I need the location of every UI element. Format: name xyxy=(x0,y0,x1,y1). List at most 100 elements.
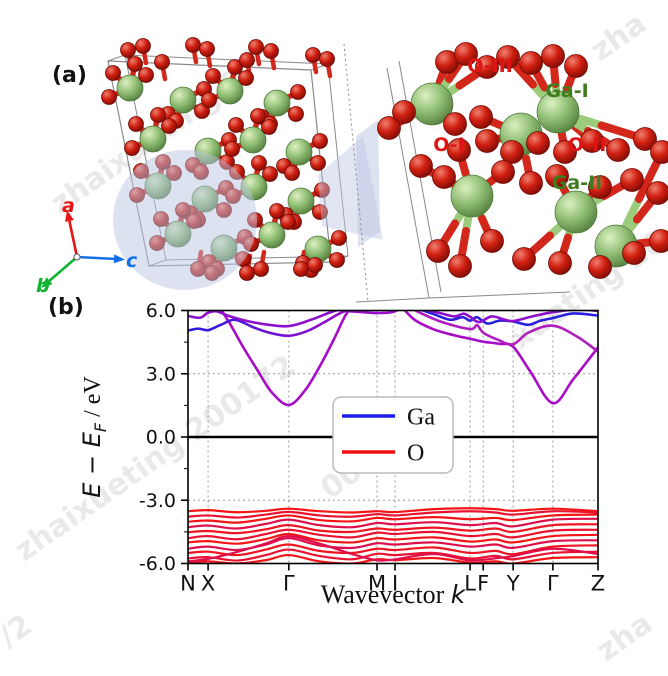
o-atom xyxy=(443,112,467,136)
valence-band xyxy=(188,517,598,530)
y-tick-label: -6.0 xyxy=(139,553,176,575)
o-atom xyxy=(161,118,177,134)
o-atom xyxy=(199,41,215,57)
o-atom xyxy=(588,175,612,199)
o-atom xyxy=(500,140,524,164)
x-tick-label: F xyxy=(477,572,489,596)
o-atom xyxy=(120,42,136,58)
o-atom xyxy=(269,203,285,219)
ga-atom xyxy=(287,187,315,215)
cell-edge-line xyxy=(343,43,369,303)
o-atom xyxy=(426,239,450,263)
right-atoms xyxy=(377,42,668,279)
valence-band xyxy=(188,523,598,535)
o-atom xyxy=(580,129,604,153)
o-atom xyxy=(331,230,347,246)
o-atom xyxy=(432,165,456,189)
conduction-band xyxy=(219,310,351,407)
o-atom xyxy=(185,37,201,53)
o-atom xyxy=(205,68,221,84)
o-atom xyxy=(263,43,279,59)
atom-label-o-iii: O-III xyxy=(467,55,513,77)
x-tick-label: Y xyxy=(506,572,520,596)
o-atom xyxy=(261,119,277,135)
o-atom xyxy=(564,54,588,78)
x-tick-label: Γ xyxy=(547,572,559,596)
valence-band xyxy=(188,534,598,563)
watermark-text: zha xyxy=(585,6,653,69)
o-atom xyxy=(284,165,300,181)
o-atom xyxy=(646,181,668,205)
o-atom xyxy=(290,84,306,100)
o-atom xyxy=(224,141,240,157)
o-atom xyxy=(545,164,569,188)
o-atom xyxy=(548,251,572,275)
o-atom xyxy=(101,89,117,105)
o-atom xyxy=(127,56,143,72)
y-axis-title: E − EF / eV xyxy=(78,376,110,498)
atom-label-ga-i: Ga-I xyxy=(545,80,588,102)
o-atom xyxy=(519,51,543,75)
highlight-slab xyxy=(356,120,380,247)
o-atom xyxy=(250,108,266,124)
conduction-band xyxy=(419,310,598,327)
ga-atom xyxy=(258,221,286,249)
cell-edge-line xyxy=(428,291,571,299)
axis-c-arrow xyxy=(76,255,117,261)
plot-legend: Ga O xyxy=(332,396,454,474)
axis-origin-dot xyxy=(73,253,81,261)
highlight-circle xyxy=(113,150,257,290)
legend-label-o: O xyxy=(407,440,424,466)
o-atom xyxy=(475,55,499,79)
o-atom xyxy=(310,155,326,171)
o-atom xyxy=(154,54,170,70)
panel-a-label: (a) xyxy=(52,63,87,88)
o-atom xyxy=(288,106,304,122)
x-tick-label: M xyxy=(368,572,386,596)
o-atom xyxy=(228,117,244,133)
ga-atom xyxy=(116,74,144,102)
panel-b-band-structure: (b) 6.0 3.0 0.0 -3.0 -6.0N X Γ M I L F Y Γ Z Ga O Wave… xyxy=(48,295,605,609)
x-tick-label: Z xyxy=(591,572,605,596)
ga-atom xyxy=(216,77,244,105)
o-atom xyxy=(128,116,144,132)
valence-band xyxy=(188,510,598,519)
legend-box xyxy=(332,396,454,474)
axis-c-arrowhead xyxy=(113,254,125,264)
valence-band xyxy=(188,532,598,545)
o-atom xyxy=(606,138,630,162)
o-atom xyxy=(319,51,335,67)
plot-axes: 6.0 3.0 0.0 -3.0 -6.0N X Γ M I L F Y Γ Z xyxy=(139,300,605,595)
watermark-text: /2 xyxy=(0,608,39,655)
y-tick-label: 6.0 xyxy=(146,300,176,322)
cell-edge-line xyxy=(355,297,430,303)
o-atom xyxy=(512,247,536,271)
axis-b-arrowhead xyxy=(41,277,53,288)
o-atom xyxy=(253,261,269,277)
o-atom xyxy=(329,252,345,268)
crystal-zoomed-view xyxy=(343,42,668,303)
o-atom xyxy=(553,140,577,164)
axis-a-label: a xyxy=(62,195,75,217)
x-tick-label: I xyxy=(392,572,398,596)
o-atom xyxy=(588,255,612,279)
o-atom xyxy=(293,261,309,277)
o-atom xyxy=(622,241,646,265)
panel-a-crystal-structures: (a) a b c O-III Ga-I O-I O-II Ga-II xyxy=(36,37,668,303)
atom-label-o-ii: O-II xyxy=(568,134,607,156)
x-tick-label: X xyxy=(201,572,215,596)
axis-a-arrowhead xyxy=(65,210,74,222)
ga-atom xyxy=(239,126,267,154)
ga-atom xyxy=(139,125,167,153)
axis-c-label: c xyxy=(126,250,138,272)
o-atom xyxy=(124,140,140,156)
axis-b-label: b xyxy=(36,275,50,297)
crystal-axes-triad: a b c xyxy=(36,195,138,297)
o-atom xyxy=(633,127,657,151)
ga-atom xyxy=(285,138,313,166)
conduction-band xyxy=(421,310,598,324)
o-atom xyxy=(201,92,217,108)
conduction-band xyxy=(188,310,350,338)
o-atom xyxy=(480,229,504,253)
